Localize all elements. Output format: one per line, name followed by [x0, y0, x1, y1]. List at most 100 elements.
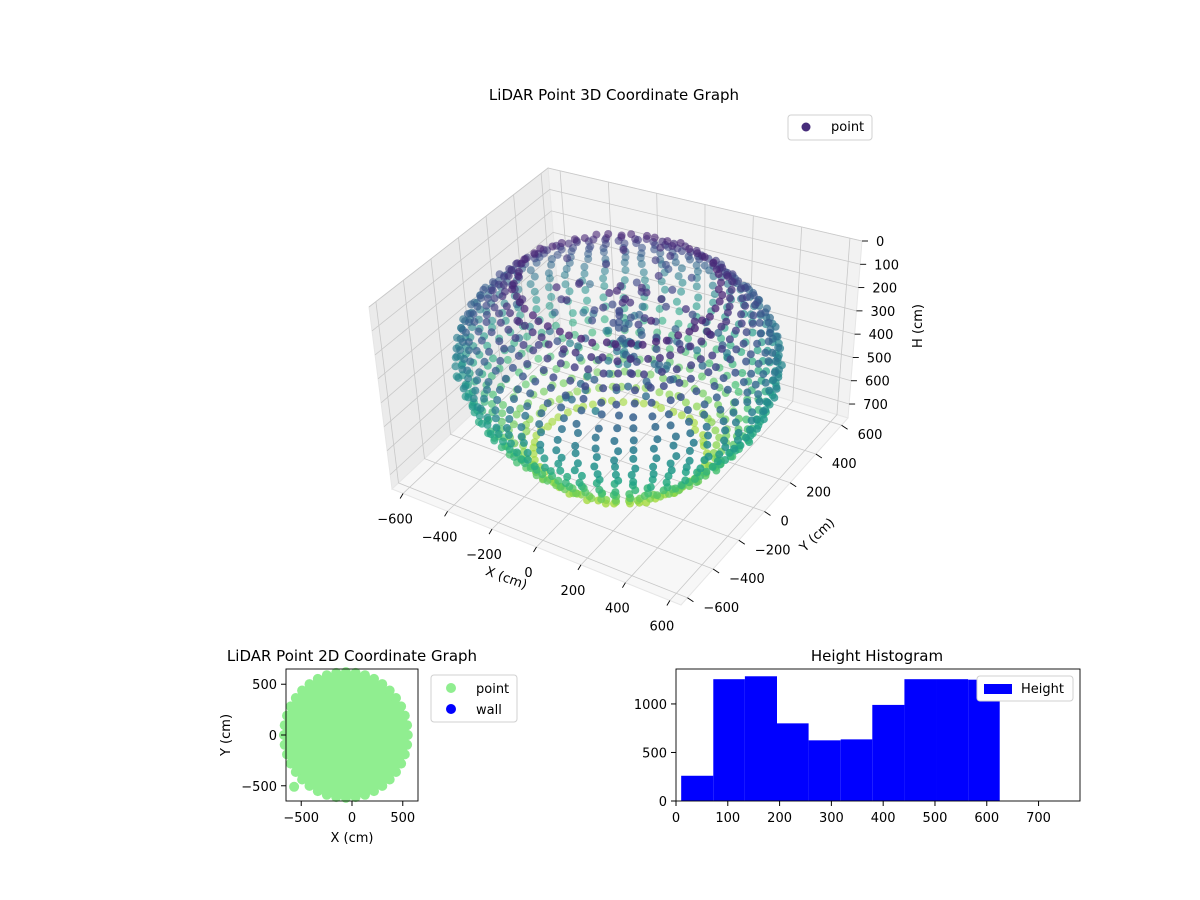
point-3d — [615, 311, 624, 320]
point-3d — [630, 399, 639, 408]
y-tick-mark — [712, 568, 720, 574]
point-3d — [717, 344, 726, 353]
point-3d — [543, 322, 552, 331]
point-2d — [377, 679, 388, 690]
point-3d — [595, 485, 604, 494]
point-cloud-2d — [282, 671, 409, 799]
point-3d — [540, 463, 549, 472]
point-2d — [402, 739, 413, 750]
y-tick-label: −500 — [241, 780, 277, 795]
point-3d — [562, 296, 571, 305]
point-3d — [748, 328, 757, 337]
x-tick-label: −500 — [283, 811, 319, 826]
point-3d — [559, 345, 568, 354]
chart-3d-legend: point — [787, 114, 873, 141]
point-3d — [765, 329, 774, 337]
point-3d — [659, 374, 668, 383]
point-3d — [693, 249, 702, 258]
point-3d — [482, 318, 491, 327]
point-3d — [568, 309, 577, 318]
point-3d — [714, 328, 723, 337]
point-3d — [600, 267, 609, 275]
grid-line-z — [377, 231, 857, 380]
point-3d — [700, 261, 709, 270]
legend-frame — [976, 675, 1074, 702]
point-3d — [665, 345, 674, 354]
point-3d — [629, 413, 638, 422]
point-3d — [530, 272, 539, 281]
point-3d — [530, 462, 539, 471]
point-3d — [742, 357, 751, 366]
point-3d — [692, 302, 701, 311]
point-2d — [331, 792, 342, 803]
point-3d — [559, 414, 568, 423]
point-3d — [764, 318, 773, 327]
point-3d — [755, 397, 764, 406]
point-3d — [666, 375, 675, 384]
point-3d — [765, 386, 774, 395]
point-3d — [530, 249, 539, 258]
point-3d — [681, 398, 690, 407]
point-3d — [571, 449, 580, 458]
point-2d — [297, 685, 308, 696]
point-3d — [731, 326, 740, 335]
y-tick-label: 500 — [252, 678, 277, 693]
point-3d — [469, 310, 478, 319]
point-3d — [580, 269, 589, 278]
point-3d — [584, 365, 593, 374]
point-3d — [725, 302, 734, 311]
point-3d — [529, 443, 538, 452]
point-3d — [666, 351, 675, 360]
point-3d — [539, 366, 548, 375]
point-3d — [721, 443, 730, 452]
point-3d — [545, 283, 553, 292]
point-3d — [473, 302, 482, 311]
point-3d — [600, 315, 609, 324]
point-3d — [474, 327, 483, 336]
point-3d — [734, 428, 743, 437]
point-3d — [712, 441, 721, 450]
point-3d — [669, 441, 678, 450]
point-3d — [477, 336, 486, 345]
point-3d — [496, 318, 505, 327]
point-3d — [686, 374, 695, 383]
point-3d — [563, 408, 572, 417]
point-3d — [640, 314, 649, 323]
point-3d — [528, 328, 537, 337]
point-3d — [491, 414, 500, 423]
point-3d — [495, 385, 504, 394]
point-3d — [509, 420, 518, 429]
point-3d — [699, 389, 707, 398]
point-3d — [774, 343, 783, 352]
point-3d — [482, 310, 491, 319]
point-3d — [561, 479, 570, 487]
x-tick-label: 200 — [767, 811, 792, 826]
point-3d — [516, 404, 525, 413]
z-tick-label: 300 — [870, 305, 895, 320]
point-2d — [399, 749, 410, 760]
point-3d — [668, 242, 677, 250]
chart-2d-legend: point wall — [430, 674, 518, 723]
point-3d — [657, 367, 666, 376]
point-3d — [503, 355, 512, 364]
point-3d — [656, 243, 665, 252]
point-3d — [464, 338, 473, 347]
point-2d — [290, 693, 301, 703]
point-3d — [555, 395, 564, 404]
point-3d — [653, 491, 662, 500]
point-3d — [594, 424, 603, 433]
point-3d — [722, 317, 731, 326]
point-3d — [700, 253, 709, 261]
point-3d — [658, 316, 667, 325]
point-2d — [304, 780, 315, 791]
point-3d — [753, 339, 762, 348]
y-tick-mark — [687, 597, 694, 603]
point-3d — [590, 462, 599, 471]
point-3d — [588, 316, 597, 325]
grid-line-z — [371, 189, 861, 332]
point-3d — [557, 239, 566, 247]
histogram-frame — [675, 668, 1081, 802]
point-3d — [609, 318, 618, 327]
point-3d — [749, 311, 758, 320]
point-3d — [496, 356, 505, 365]
